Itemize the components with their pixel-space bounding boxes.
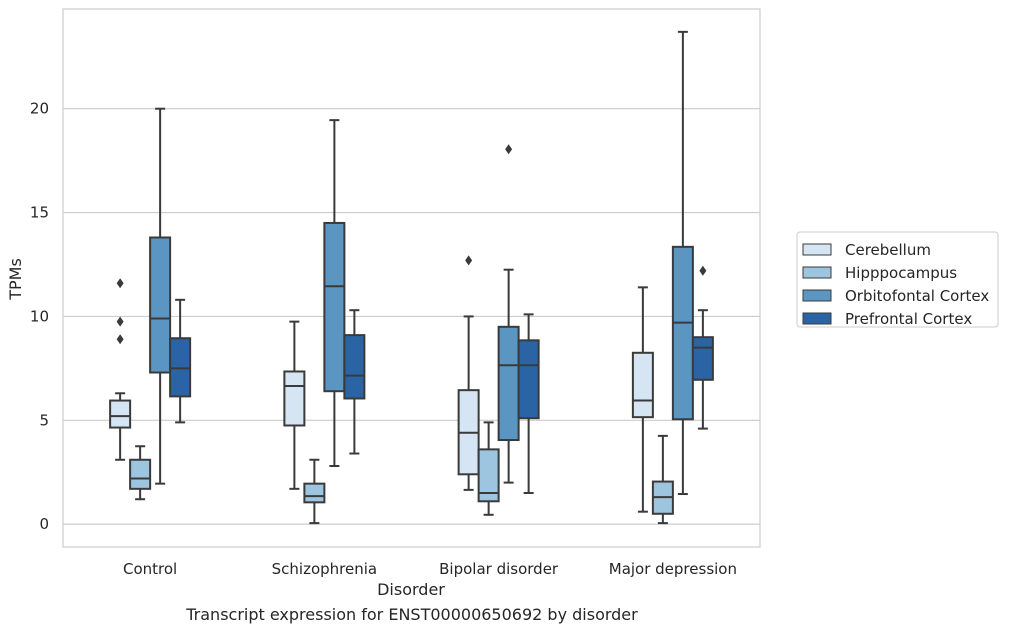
box-1-2 xyxy=(323,119,346,467)
plot-frame xyxy=(62,8,761,548)
legend-label: Orbitofontal Cortex xyxy=(845,287,989,305)
box-iqr xyxy=(323,221,346,393)
box-series xyxy=(109,30,714,525)
box-iqr xyxy=(109,399,132,429)
x-axis-label: Disorder xyxy=(377,580,445,599)
box-iqr xyxy=(283,370,306,427)
box-2-3 xyxy=(517,313,540,494)
box-1-0 xyxy=(283,320,306,490)
x-tick-label: Schizophrenia xyxy=(272,560,377,578)
box-0-0 xyxy=(109,278,132,461)
box-3-0 xyxy=(631,286,654,513)
y-tick-label: 5 xyxy=(39,411,49,429)
legend-swatch xyxy=(802,312,832,325)
box-iqr xyxy=(497,325,520,442)
box-iqr xyxy=(129,458,152,490)
chart-caption: Transcript expression for ENST0000065069… xyxy=(186,605,638,624)
legend-label: Cerebellum xyxy=(845,241,931,259)
x-tick-label: Bipolar disorder xyxy=(439,560,559,578)
box-2-2 xyxy=(497,144,520,484)
legend: Cerebellum Hipppocampus Orbitofontal Corte… xyxy=(796,231,999,328)
box-iqr xyxy=(149,236,172,374)
box-iqr xyxy=(691,336,714,381)
legend-swatch xyxy=(802,289,832,302)
box-3-1 xyxy=(651,434,674,525)
box-iqr xyxy=(169,337,192,398)
box-iqr xyxy=(631,351,654,419)
outlier-marker xyxy=(465,255,473,266)
legend-frame xyxy=(796,231,999,328)
x-tick-labels: Control Schizophrenia Bipolar disorder Majo… xyxy=(123,560,737,578)
outlier-marker xyxy=(505,144,513,155)
box-0-1 xyxy=(129,445,152,501)
box-iqr xyxy=(343,334,366,400)
y-tick-label: 10 xyxy=(30,307,49,325)
legend-swatch xyxy=(802,266,832,279)
y-axis-label: TPMs xyxy=(6,258,25,301)
box-iqr xyxy=(477,448,500,503)
y-tick-label: 0 xyxy=(39,515,49,533)
y-tick-label: 15 xyxy=(30,204,49,222)
outlier-marker xyxy=(116,278,124,289)
box-2-1 xyxy=(477,421,500,516)
legend-label: Hipppocampus xyxy=(845,264,957,282)
legend-swatch xyxy=(802,243,832,256)
outlier-marker xyxy=(116,316,124,327)
outlier-marker xyxy=(699,265,707,276)
x-tick-label: Control xyxy=(123,560,177,578)
box-iqr xyxy=(517,339,540,420)
box-iqr xyxy=(671,245,694,421)
y-tick-labels: 0 5 10 15 20 xyxy=(30,100,49,533)
box-3-2 xyxy=(671,30,694,496)
box-0-2 xyxy=(149,107,172,485)
y-tick-label: 20 xyxy=(30,100,49,118)
box-1-3 xyxy=(343,309,366,455)
box-3-3 xyxy=(691,265,714,430)
box-0-3 xyxy=(169,298,192,424)
box-2-0 xyxy=(457,255,480,491)
x-tick-label: Major depression xyxy=(609,560,737,578)
box-1-1 xyxy=(303,458,326,525)
legend-label: Prefrontal Cortex xyxy=(845,310,972,328)
outlier-marker xyxy=(116,334,124,345)
box-iqr xyxy=(303,482,326,504)
